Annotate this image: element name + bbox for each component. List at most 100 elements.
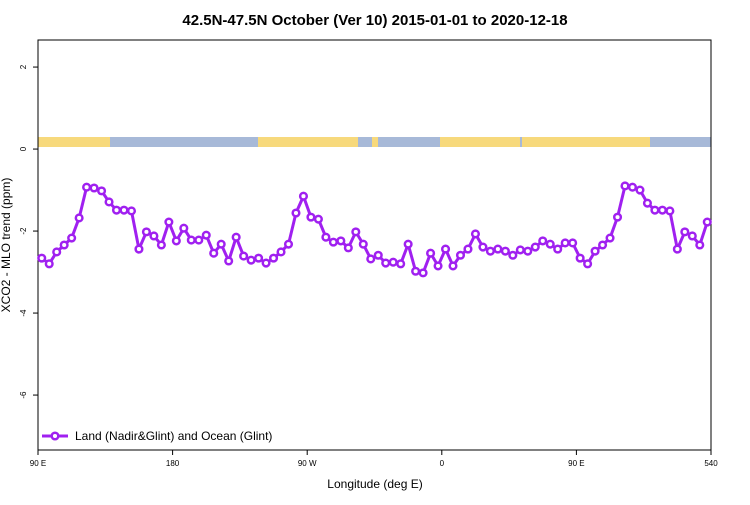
data-point <box>89 183 99 193</box>
x-tick-label: 90 W <box>298 459 317 468</box>
data-point <box>620 181 630 191</box>
data-point <box>74 213 84 223</box>
land-band <box>38 137 110 147</box>
data-point <box>171 236 181 246</box>
land-band <box>258 137 358 147</box>
data-point <box>358 239 368 249</box>
data-point <box>440 244 451 254</box>
data-point <box>44 259 54 269</box>
data-point <box>612 212 623 222</box>
data-point <box>201 230 211 240</box>
data-point <box>598 240 608 250</box>
data-point <box>194 235 204 245</box>
data-point <box>366 254 376 264</box>
data-point <box>515 245 525 255</box>
data-point <box>493 244 503 254</box>
data-point <box>111 205 122 215</box>
data-point <box>418 268 428 278</box>
data-point <box>635 185 645 195</box>
y-tick-label: -6 <box>19 391 28 399</box>
data-point <box>687 231 697 241</box>
data-point <box>642 198 652 208</box>
data-point <box>59 240 69 250</box>
data-point <box>627 182 638 192</box>
x-tick-label: 90 E <box>568 459 584 468</box>
data-point <box>396 259 406 269</box>
land-band <box>522 137 650 147</box>
data-point <box>455 250 466 260</box>
data-point <box>545 239 555 249</box>
data-point <box>254 253 264 263</box>
data-point <box>313 214 323 224</box>
data-point <box>209 248 219 258</box>
y-tick-label: 2 <box>19 64 28 69</box>
x-tick-label: 180 <box>166 459 180 468</box>
y-tick-label: -2 <box>19 227 28 235</box>
legend: Land (Nadir&Glint) and Ocean (Glint) <box>40 425 286 447</box>
data-point <box>179 223 189 233</box>
data-point <box>657 205 667 215</box>
data-point <box>37 253 47 263</box>
data-point <box>306 212 316 222</box>
data-point <box>97 186 107 196</box>
data-point <box>104 197 114 207</box>
land-ocean-strip <box>38 137 711 147</box>
data-point <box>426 248 436 258</box>
data-point <box>463 244 473 254</box>
plot-frame <box>37 39 712 451</box>
data-point <box>381 258 391 268</box>
y-tick-label: 0 <box>19 146 28 151</box>
data-point <box>336 236 346 246</box>
data-point <box>156 240 166 250</box>
data-point <box>216 239 226 249</box>
data-point <box>343 243 353 253</box>
data-point <box>702 217 712 227</box>
data-point <box>134 244 144 254</box>
data-point <box>269 253 279 263</box>
data-point <box>590 246 600 256</box>
data-point <box>82 182 92 192</box>
data-point <box>448 261 458 271</box>
data-point <box>283 239 294 249</box>
y-axis-label: XCO2 - MLO trend (ppm) <box>0 178 13 313</box>
data-point <box>119 205 129 215</box>
data-point <box>538 236 548 246</box>
data-point <box>388 257 398 267</box>
legend-marker <box>50 431 60 441</box>
data-point <box>470 229 481 239</box>
land-band <box>372 137 378 147</box>
data-point <box>605 233 615 243</box>
data-point <box>508 250 518 260</box>
data-point <box>67 233 77 243</box>
data-point <box>553 244 563 254</box>
data-point <box>575 253 585 263</box>
data-point <box>478 242 488 252</box>
data-point <box>403 239 413 249</box>
data-point <box>373 250 383 260</box>
data-point <box>665 206 675 216</box>
data-point <box>560 238 570 248</box>
data-point <box>568 238 578 248</box>
y-tick-label: -4 <box>19 309 28 317</box>
data-point <box>680 227 690 237</box>
data-point <box>291 208 301 218</box>
data-point <box>695 240 705 250</box>
data-point <box>276 247 286 257</box>
data-point <box>530 242 540 252</box>
data-point <box>52 247 62 257</box>
data-point <box>298 191 309 201</box>
data-point <box>411 266 421 276</box>
legend-box <box>40 425 286 447</box>
data-point <box>231 232 241 242</box>
data-point <box>351 227 361 237</box>
data-point <box>433 261 443 271</box>
x-tick-label: 540 <box>704 459 718 468</box>
data-point <box>246 255 256 265</box>
data-point <box>261 258 271 268</box>
data-point <box>239 251 249 261</box>
chart-title: 42.5N-47.5N October (Ver 10) 2015-01-01 … <box>182 12 567 29</box>
data-point <box>500 246 510 256</box>
data-point <box>650 205 660 215</box>
data-point <box>149 231 159 241</box>
